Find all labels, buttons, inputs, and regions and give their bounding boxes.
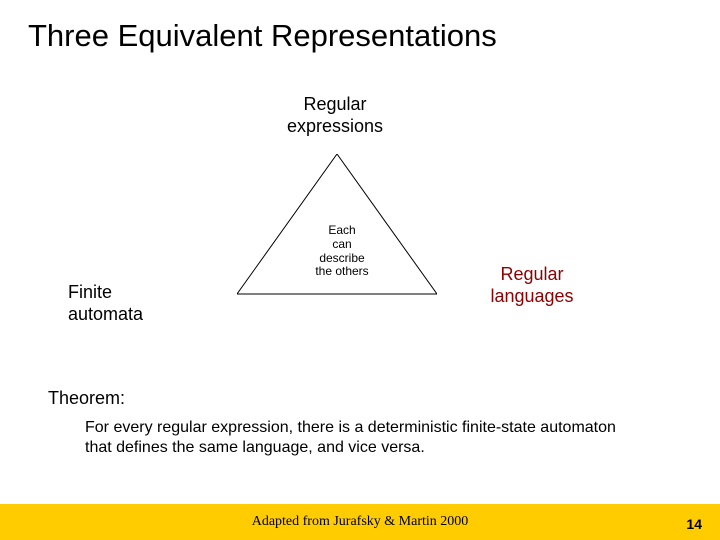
right-vertex-label: Regular languages [472, 264, 592, 307]
triangle-center-text: Each can describe the others [296, 224, 388, 279]
page-number: 14 [686, 516, 702, 532]
center-line3: describe [319, 251, 364, 265]
center-line4: the others [315, 264, 368, 278]
right-label-line1: Regular [500, 264, 563, 284]
center-line1: Each [328, 223, 355, 237]
center-line2: can [332, 237, 351, 251]
left-vertex-label: Finite automata [68, 282, 143, 325]
theorem-label: Theorem: [48, 388, 125, 409]
left-label-line2: automata [68, 304, 143, 324]
diagram-area: Regular expressions Each can describe th… [0, 54, 720, 364]
top-label-line1: Regular [303, 94, 366, 114]
slide-title: Three Equivalent Representations [0, 0, 720, 54]
footer-citation: Adapted from Jurafsky & Martin 2000 [0, 514, 720, 530]
right-label-line2: languages [490, 286, 573, 306]
top-label-line2: expressions [287, 116, 383, 136]
theorem-text: For every regular expression, there is a… [85, 418, 645, 458]
left-label-line1: Finite [68, 282, 112, 302]
top-vertex-label: Regular expressions [260, 94, 410, 137]
